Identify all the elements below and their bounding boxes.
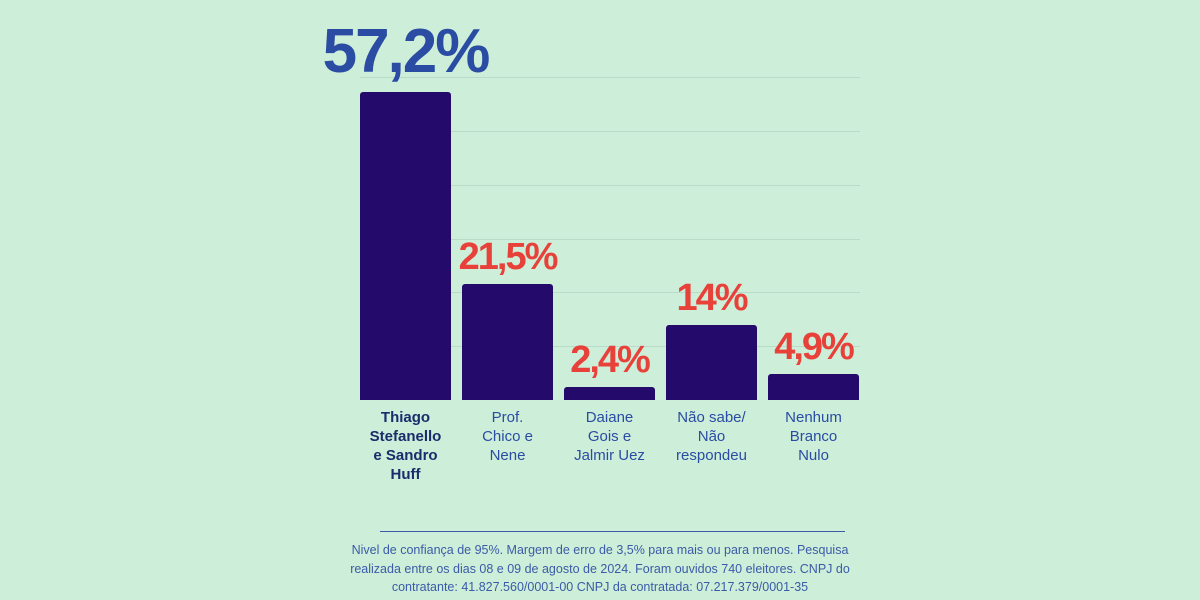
- value-label: 2,4%: [570, 339, 651, 382]
- divider: [380, 531, 845, 532]
- bar: [666, 324, 757, 400]
- bar: [564, 387, 655, 400]
- value-label: 57,2%: [322, 17, 491, 87]
- footnote: Nivel de confiança de 95%. Margem de err…: [350, 543, 850, 594]
- grid-line: [360, 346, 860, 348]
- value-label: 14%: [676, 276, 748, 319]
- x-tick-label: Nenhum Branco Nulo: [785, 409, 842, 464]
- grid-line: [360, 184, 860, 186]
- grid-line: [360, 130, 860, 132]
- bar: [360, 92, 451, 400]
- x-tick-label: Não sabe/ Não respondeu: [676, 409, 747, 464]
- x-tick-label: Daiane Gois e Jalmir Uez: [574, 409, 645, 464]
- bar: [462, 284, 553, 400]
- grid-line: [360, 77, 860, 78]
- value-label: 4,9%: [774, 325, 855, 368]
- value-label: 21,5%: [458, 236, 559, 279]
- grid-line: [360, 292, 860, 294]
- x-tick-label: Prof. Chico e Nene: [482, 409, 533, 464]
- bar: [768, 373, 859, 400]
- grid-line: [360, 238, 860, 240]
- x-tick-label: Thiago Stefanello e Sandro Huff: [369, 409, 442, 483]
